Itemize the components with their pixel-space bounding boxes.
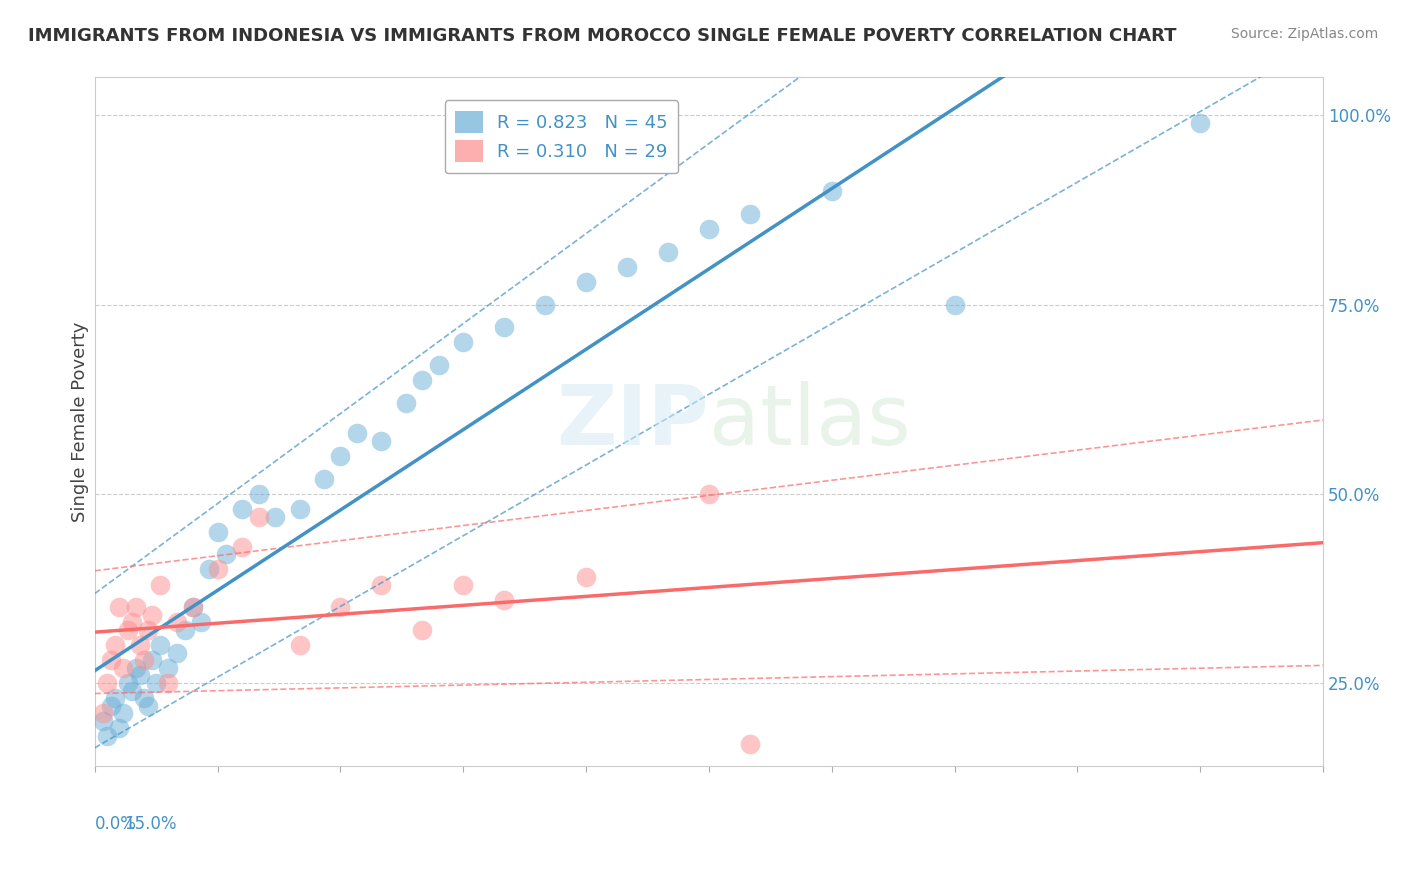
Point bbox=[370, 434, 392, 448]
Point bbox=[91, 706, 114, 721]
Point bbox=[697, 222, 720, 236]
Point bbox=[141, 653, 163, 667]
Point bbox=[329, 449, 352, 463]
Text: IMMIGRANTS FROM INDONESIA VS IMMIGRANTS FROM MOROCCO SINGLE FEMALE POVERTY CORRE: IMMIGRANTS FROM INDONESIA VS IMMIGRANTS … bbox=[28, 27, 1177, 45]
Point bbox=[738, 207, 761, 221]
Point bbox=[821, 184, 844, 198]
Point bbox=[453, 335, 475, 350]
Point bbox=[247, 509, 270, 524]
Text: Source: ZipAtlas.com: Source: ZipAtlas.com bbox=[1230, 27, 1378, 41]
Point bbox=[207, 524, 229, 539]
Point bbox=[157, 661, 180, 675]
Point bbox=[329, 600, 352, 615]
Point bbox=[108, 600, 131, 615]
Point bbox=[121, 615, 143, 630]
Y-axis label: Single Female Poverty: Single Female Poverty bbox=[72, 322, 89, 522]
Point bbox=[534, 297, 557, 311]
Text: ZIP: ZIP bbox=[557, 382, 709, 462]
Point bbox=[128, 638, 150, 652]
Point bbox=[100, 653, 122, 667]
Point bbox=[104, 691, 127, 706]
Point bbox=[370, 577, 392, 591]
Point bbox=[616, 260, 638, 274]
Point bbox=[314, 472, 336, 486]
Point bbox=[1189, 116, 1212, 130]
Point bbox=[247, 487, 270, 501]
Point bbox=[132, 653, 155, 667]
Point bbox=[136, 623, 159, 637]
Point bbox=[453, 577, 475, 591]
Point bbox=[104, 638, 127, 652]
Point bbox=[96, 729, 118, 743]
Point bbox=[181, 600, 204, 615]
Point bbox=[575, 275, 598, 289]
Point bbox=[173, 623, 195, 637]
Point bbox=[411, 373, 433, 387]
Point bbox=[288, 502, 311, 516]
Point bbox=[112, 706, 135, 721]
Point bbox=[231, 502, 253, 516]
Point bbox=[149, 638, 172, 652]
Point bbox=[215, 547, 238, 561]
Point bbox=[166, 615, 188, 630]
Point bbox=[264, 509, 287, 524]
Point bbox=[149, 577, 172, 591]
Point bbox=[100, 698, 122, 713]
Point bbox=[166, 646, 188, 660]
Point bbox=[117, 676, 139, 690]
Point bbox=[91, 714, 114, 728]
Point bbox=[738, 737, 761, 751]
Point bbox=[125, 661, 148, 675]
Point bbox=[288, 638, 311, 652]
Point bbox=[494, 320, 516, 334]
Point bbox=[157, 676, 180, 690]
Point bbox=[132, 691, 155, 706]
Point bbox=[112, 661, 135, 675]
Point bbox=[198, 562, 221, 576]
Point bbox=[697, 487, 720, 501]
Point bbox=[411, 623, 433, 637]
Point bbox=[427, 358, 450, 372]
Point bbox=[395, 396, 418, 410]
Point bbox=[494, 592, 516, 607]
Point bbox=[346, 426, 368, 441]
Point bbox=[943, 297, 966, 311]
Point bbox=[117, 623, 139, 637]
Text: 15.0%: 15.0% bbox=[124, 814, 177, 832]
Point bbox=[657, 244, 679, 259]
Point bbox=[231, 540, 253, 554]
Legend: R = 0.823   N = 45, R = 0.310   N = 29: R = 0.823 N = 45, R = 0.310 N = 29 bbox=[444, 100, 679, 173]
Point bbox=[141, 607, 163, 622]
Point bbox=[121, 683, 143, 698]
Text: 0.0%: 0.0% bbox=[94, 814, 136, 832]
Point bbox=[136, 698, 159, 713]
Text: atlas: atlas bbox=[709, 382, 911, 462]
Point bbox=[96, 676, 118, 690]
Point bbox=[190, 615, 212, 630]
Point bbox=[575, 570, 598, 584]
Point bbox=[128, 668, 150, 682]
Point bbox=[181, 600, 204, 615]
Point bbox=[108, 722, 131, 736]
Point bbox=[207, 562, 229, 576]
Point bbox=[145, 676, 167, 690]
Point bbox=[125, 600, 148, 615]
